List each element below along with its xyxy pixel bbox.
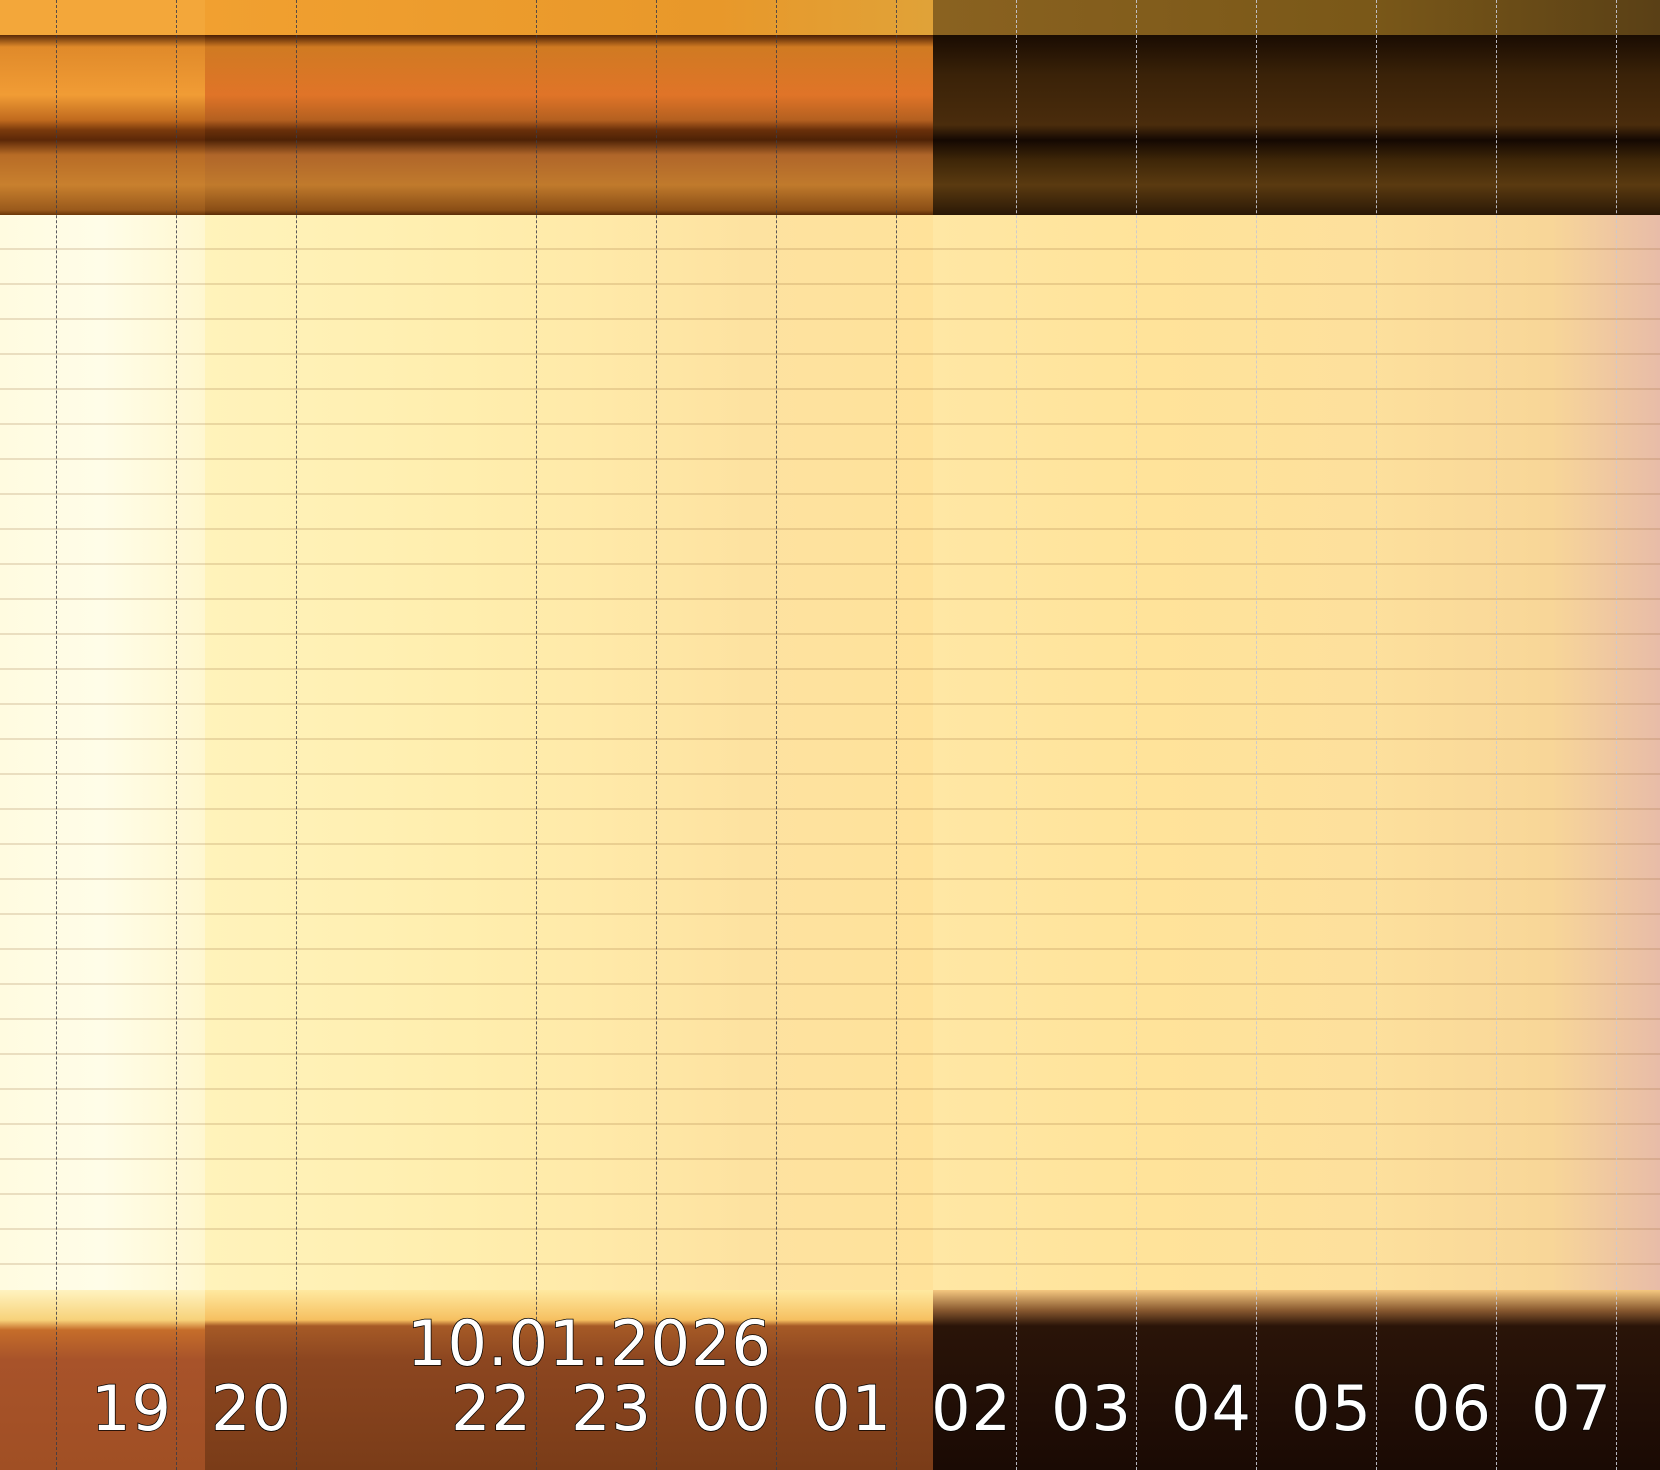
gridline-06 <box>1376 0 1377 1470</box>
ground-band <box>933 1290 1660 1470</box>
horizon-band <box>0 35 205 215</box>
gridline-08 <box>1616 0 1617 1470</box>
top-band <box>205 0 933 35</box>
gridline-20 <box>176 0 177 1470</box>
ground-band <box>205 1290 933 1470</box>
gridline-19 <box>56 0 57 1470</box>
hour-label-22: 22 <box>450 1372 532 1445</box>
keogram-segment-dusk <box>0 0 205 1470</box>
star-trail-rows <box>0 215 1660 1290</box>
hour-label-23: 23 <box>570 1372 652 1445</box>
sky-band <box>0 215 205 1290</box>
hour-label-05: 05 <box>1290 1372 1372 1445</box>
hour-label-06: 06 <box>1410 1372 1492 1445</box>
gridline-23 <box>536 0 537 1470</box>
gridline-05 <box>1256 0 1257 1470</box>
date-label: 10.01.2026 <box>406 1307 772 1380</box>
horizon-band <box>933 35 1660 215</box>
top-band <box>933 0 1660 35</box>
hour-label-00: 00 <box>690 1372 772 1445</box>
keogram-segment-evening <box>205 0 933 1470</box>
sky-band <box>205 215 933 1290</box>
hour-label-07: 07 <box>1530 1372 1612 1445</box>
ground-band <box>0 1290 205 1470</box>
keogram-segment-night <box>933 0 1660 1470</box>
sky-band <box>933 215 1660 1290</box>
horizon-band <box>205 35 933 215</box>
gridline-01 <box>776 0 777 1470</box>
gridline-07 <box>1496 0 1497 1470</box>
hour-label-20: 20 <box>210 1372 292 1445</box>
hour-label-01: 01 <box>810 1372 892 1445</box>
hour-label-19: 19 <box>90 1372 172 1445</box>
top-band <box>0 0 205 35</box>
hour-label-02: 02 <box>930 1372 1012 1445</box>
gridline-00 <box>656 0 657 1470</box>
gridline-03 <box>1016 0 1017 1470</box>
gridline-02 <box>896 0 897 1470</box>
gridline-21 <box>296 0 297 1470</box>
gridline-04 <box>1136 0 1137 1470</box>
hour-label-04: 04 <box>1170 1372 1252 1445</box>
hour-label-03: 03 <box>1050 1372 1132 1445</box>
